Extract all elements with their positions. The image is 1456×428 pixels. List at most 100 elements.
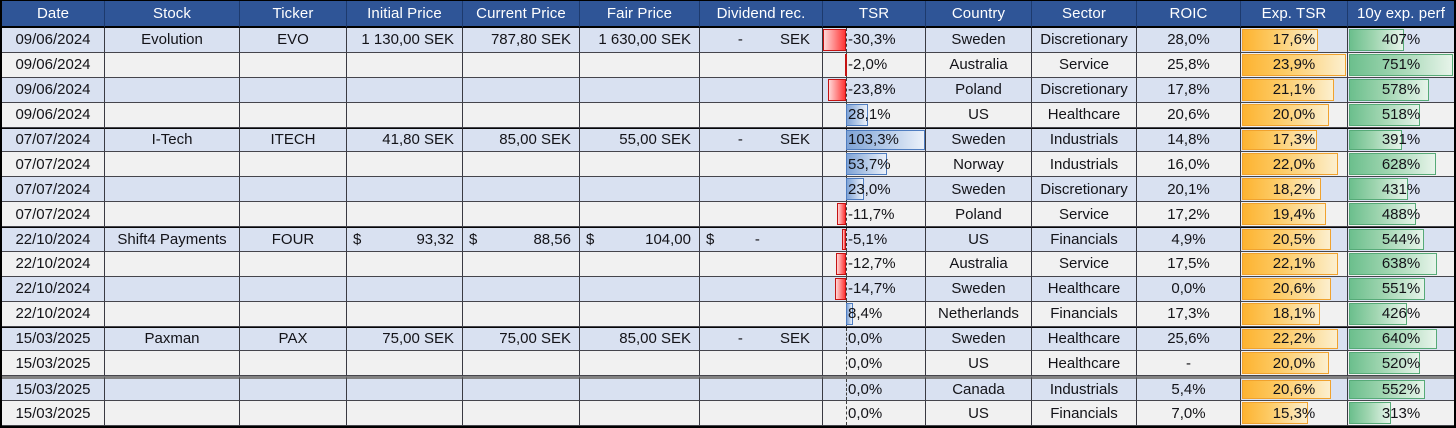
cell-sector[interactable]: Healthcare: [1032, 276, 1137, 302]
cell-roic[interactable]: 20,1%: [1137, 177, 1241, 203]
cell-date[interactable]: 22/10/2024: [2, 251, 105, 277]
cell-current[interactable]: [463, 77, 580, 103]
cell-roic[interactable]: 4,9%: [1137, 227, 1241, 252]
cell-ticker[interactable]: [240, 401, 347, 426]
column-header-date[interactable]: Date: [2, 1, 105, 28]
column-header-roic[interactable]: ROIC: [1137, 1, 1241, 28]
cell-perf[interactable]: 638%: [1348, 251, 1454, 277]
cell-roic[interactable]: 17,3%: [1137, 301, 1241, 327]
cell-dividend[interactable]: - SEK: [700, 326, 823, 352]
cell-ticker[interactable]: [240, 202, 347, 227]
cell-country[interactable]: Netherlands: [926, 301, 1032, 327]
cell-fair[interactable]: [580, 152, 700, 178]
cell-date[interactable]: 22/10/2024: [2, 276, 105, 302]
column-header-exp_tsr[interactable]: Exp. TSR: [1241, 1, 1348, 28]
cell-fair[interactable]: [580, 102, 700, 128]
cell-stock[interactable]: I-Tech: [105, 127, 240, 153]
cell-sector[interactable]: Service: [1032, 202, 1137, 227]
cell-exp_tsr[interactable]: 22,1%: [1241, 251, 1348, 277]
cell-ticker[interactable]: [240, 251, 347, 277]
cell-stock[interactable]: [105, 52, 240, 78]
cell-dividend[interactable]: [700, 177, 823, 203]
cell-current[interactable]: [463, 251, 580, 277]
cell-initial[interactable]: [347, 301, 463, 327]
cell-initial[interactable]: [347, 202, 463, 227]
cell-sector[interactable]: Healthcare: [1032, 326, 1137, 352]
cell-perf[interactable]: 640%: [1348, 326, 1454, 352]
cell-stock[interactable]: [105, 251, 240, 277]
cell-dividend[interactable]: [700, 202, 823, 227]
cell-ticker[interactable]: [240, 276, 347, 302]
cell-roic[interactable]: 5,4%: [1137, 376, 1241, 402]
cell-stock[interactable]: [105, 351, 240, 377]
cell-tsr[interactable]: 53,7%: [823, 152, 926, 178]
cell-sector[interactable]: Financials: [1032, 227, 1137, 252]
cell-current[interactable]: 75,00 SEK: [463, 326, 580, 352]
cell-initial[interactable]: 41,80 SEK: [347, 127, 463, 153]
cell-ticker[interactable]: [240, 52, 347, 78]
cell-tsr[interactable]: 0,0%: [823, 351, 926, 377]
cell-current[interactable]: [463, 202, 580, 227]
cell-perf[interactable]: 391%: [1348, 127, 1454, 153]
cell-country[interactable]: Sweden: [926, 28, 1032, 53]
cell-dividend[interactable]: $ -: [700, 227, 823, 252]
cell-tsr[interactable]: -5,1%: [823, 227, 926, 252]
cell-sector[interactable]: Industrials: [1032, 127, 1137, 153]
cell-ticker[interactable]: [240, 102, 347, 128]
cell-tsr[interactable]: 0,0%: [823, 401, 926, 426]
cell-perf[interactable]: 407%: [1348, 28, 1454, 53]
cell-sector[interactable]: Discretionary: [1032, 28, 1137, 53]
cell-country[interactable]: US: [926, 102, 1032, 128]
cell-stock[interactable]: Evolution: [105, 28, 240, 53]
column-header-initial[interactable]: Initial Price: [347, 1, 463, 28]
cell-sector[interactable]: Financials: [1032, 401, 1137, 426]
cell-current[interactable]: [463, 52, 580, 78]
cell-fair[interactable]: [580, 376, 700, 402]
cell-initial[interactable]: [347, 102, 463, 128]
cell-country[interactable]: Sweden: [926, 177, 1032, 203]
cell-exp_tsr[interactable]: 17,6%: [1241, 28, 1348, 53]
cell-exp_tsr[interactable]: 19,4%: [1241, 202, 1348, 227]
cell-perf[interactable]: 578%: [1348, 77, 1454, 103]
cell-roic[interactable]: 0,0%: [1137, 276, 1241, 302]
cell-ticker[interactable]: [240, 152, 347, 178]
cell-country[interactable]: Norway: [926, 152, 1032, 178]
cell-perf[interactable]: 488%: [1348, 202, 1454, 227]
cell-current[interactable]: [463, 301, 580, 327]
cell-tsr[interactable]: -23,8%: [823, 77, 926, 103]
cell-dividend[interactable]: [700, 276, 823, 302]
cell-initial[interactable]: [347, 401, 463, 426]
cell-roic[interactable]: 16,0%: [1137, 152, 1241, 178]
cell-stock[interactable]: [105, 376, 240, 402]
cell-date[interactable]: 15/03/2025: [2, 376, 105, 402]
cell-roic[interactable]: 14,8%: [1137, 127, 1241, 153]
cell-stock[interactable]: [105, 102, 240, 128]
cell-country[interactable]: Sweden: [926, 326, 1032, 352]
cell-tsr[interactable]: 103,3%: [823, 127, 926, 153]
cell-tsr[interactable]: -11,7%: [823, 202, 926, 227]
cell-dividend[interactable]: [700, 77, 823, 103]
cell-sector[interactable]: Service: [1032, 251, 1137, 277]
cell-ticker[interactable]: FOUR: [240, 227, 347, 252]
cell-stock[interactable]: [105, 401, 240, 426]
column-header-sector[interactable]: Sector: [1032, 1, 1137, 28]
cell-initial[interactable]: 1 130,00 SEK: [347, 28, 463, 53]
cell-country[interactable]: Australia: [926, 52, 1032, 78]
cell-sector[interactable]: Industrials: [1032, 152, 1137, 178]
cell-initial[interactable]: 75,00 SEK: [347, 326, 463, 352]
cell-stock[interactable]: [105, 152, 240, 178]
cell-ticker[interactable]: [240, 301, 347, 327]
cell-perf[interactable]: 551%: [1348, 276, 1454, 302]
cell-dividend[interactable]: [700, 301, 823, 327]
cell-dividend[interactable]: [700, 152, 823, 178]
cell-ticker[interactable]: ITECH: [240, 127, 347, 153]
cell-country[interactable]: Australia: [926, 251, 1032, 277]
cell-tsr[interactable]: -30,3%: [823, 28, 926, 53]
cell-ticker[interactable]: [240, 77, 347, 103]
cell-perf[interactable]: 426%: [1348, 301, 1454, 327]
cell-exp_tsr[interactable]: 20,6%: [1241, 376, 1348, 402]
cell-tsr[interactable]: -14,7%: [823, 276, 926, 302]
cell-fair[interactable]: 85,00 SEK: [580, 326, 700, 352]
cell-initial[interactable]: [347, 351, 463, 377]
cell-current[interactable]: [463, 102, 580, 128]
